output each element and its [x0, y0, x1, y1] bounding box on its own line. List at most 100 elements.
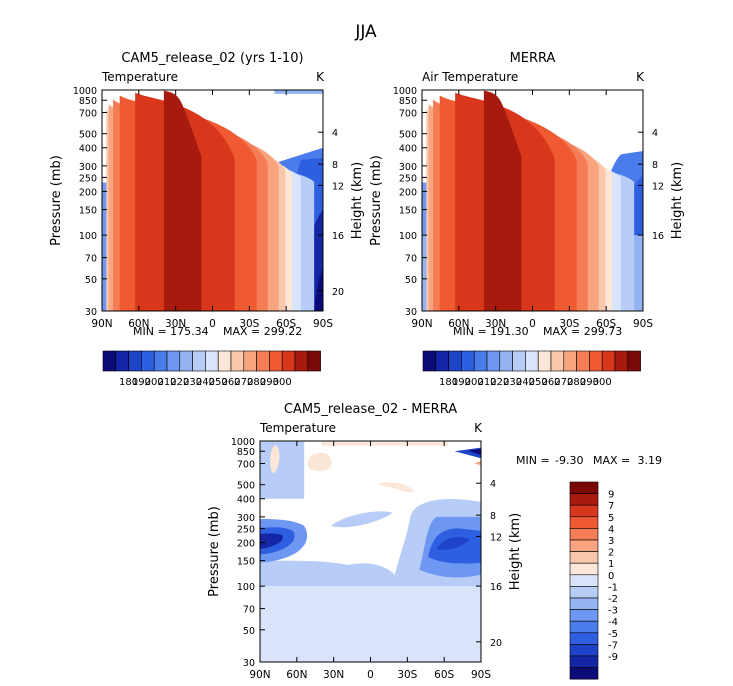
y2-tick-label: 8	[332, 160, 338, 171]
y-tick-label: 850	[399, 96, 417, 107]
colorbar-swatch	[563, 350, 577, 372]
colorbar-swatch	[512, 350, 526, 372]
x-tick-label: 90N	[411, 318, 432, 330]
y2-tick-label: 16	[332, 231, 344, 242]
y-tick-label: 30	[405, 307, 417, 318]
colorbar-label: 280	[567, 377, 586, 388]
colorbar-swatch	[115, 350, 129, 372]
diff-warm-3	[377, 482, 415, 493]
y-tick-label: 150	[237, 557, 255, 568]
x-tick-label: 30N	[485, 318, 506, 330]
diff-antarctic-3	[474, 460, 481, 466]
diff-sh-4	[436, 537, 470, 550]
y-tick-label: 1000	[73, 86, 97, 97]
colorbar-label: 300	[593, 377, 612, 388]
colorbar-label: 190	[452, 377, 471, 388]
y-tick-label: 1000	[393, 86, 417, 97]
colorbar-label: 5	[608, 513, 614, 524]
diff-warm-1	[270, 444, 280, 474]
panel-title: CAM5_release_02 (yrs 1-10)	[121, 51, 303, 66]
y-tick-label: 30	[85, 307, 97, 318]
colorbar-swatch	[569, 516, 599, 529]
y2-tick-label: 12	[652, 181, 664, 192]
polar-vortex-4	[314, 267, 323, 311]
colorbar-label: 250	[209, 377, 228, 388]
y-tick-label: 70	[243, 605, 255, 616]
panel-3: CAM5_release_02 - MERRA Temperature K 90N 60…	[207, 402, 523, 681]
colorbar-swatch	[569, 539, 599, 552]
colorbar-swatch	[576, 350, 590, 372]
colorbar-swatch	[435, 350, 449, 372]
colorbar-label: 3	[608, 536, 614, 547]
x-tick-label: 30S	[559, 318, 579, 330]
y2-tick-label: 16	[652, 231, 664, 242]
colorbar-swatch	[569, 620, 599, 634]
min-label: MIN = 175.34	[133, 325, 209, 338]
colorbar-label: 250	[529, 377, 548, 388]
colorbar-label: 210	[477, 377, 496, 388]
colorbar-swatch	[569, 597, 599, 610]
x-tick-label: 30N	[165, 318, 186, 330]
y-tick-label: 400	[237, 495, 255, 506]
x-tick-label: 30S	[239, 318, 259, 330]
colorbar-swatch	[486, 350, 501, 372]
y-tick-label: 250	[399, 173, 417, 184]
colorbar-swatch	[102, 350, 117, 372]
colorbar-swatch	[569, 644, 599, 657]
colorbar-label: 1	[608, 559, 614, 570]
x-tick-label: 0	[209, 318, 216, 330]
y-tick-label: 200	[399, 187, 417, 198]
colorbar-swatch	[230, 350, 245, 372]
colorbar-label: -4	[608, 617, 618, 628]
colorbar-label: -1	[608, 582, 618, 593]
colorbar-swatch	[422, 350, 437, 372]
colorbar-swatch	[166, 350, 181, 372]
y-tick-label: 200	[237, 538, 255, 549]
panel-units-label: K	[316, 70, 325, 84]
colorbar-label: 200	[465, 377, 484, 388]
panel-title: CAM5_release_02 - MERRA	[284, 402, 457, 417]
y-tick-label: 500	[399, 130, 417, 141]
x-tick-label: 60N	[448, 318, 469, 330]
diff-antarctic-2	[467, 449, 481, 456]
y-tick-label: 70	[85, 254, 97, 265]
y-tick-label: 500	[79, 130, 97, 141]
y2-tick-label: 20	[490, 638, 502, 649]
colorbar-swatch	[601, 350, 616, 372]
colorbar-swatch	[525, 350, 539, 372]
colorbar-label: 220	[490, 377, 509, 388]
colorbar-label: 260	[221, 377, 240, 388]
y-tick-label: 400	[79, 144, 97, 155]
x-tick-label: 60N	[286, 669, 307, 681]
y2-tick-label: 12	[490, 532, 502, 543]
y2-tick-label: 12	[332, 181, 344, 192]
x-tick-label: 60S	[596, 318, 616, 330]
x-tick-label: 0	[529, 318, 536, 330]
colorbar-label: 190	[132, 377, 151, 388]
colorbar-label: 7	[608, 501, 614, 512]
colorbar-swatch	[569, 667, 599, 680]
colorbar-label: 180	[119, 377, 138, 388]
colorbar-swatch	[179, 350, 193, 372]
colorbar-swatch	[281, 350, 296, 372]
colorbar-label: 290	[260, 377, 279, 388]
colorbar-swatch	[569, 504, 599, 518]
y2-tick-label: 4	[332, 128, 338, 139]
y-tick-label: 150	[399, 206, 417, 217]
colorbar-label: 230	[503, 377, 522, 388]
figure-title: JJA	[354, 22, 377, 42]
colorbar-swatch	[627, 350, 641, 372]
panel-field	[422, 90, 643, 311]
y-tick-label: 850	[79, 96, 97, 107]
diff-base	[260, 586, 481, 662]
diff-warm-4	[321, 441, 448, 446]
y-tick-label: 250	[79, 173, 97, 184]
antarctic-surface	[274, 90, 323, 94]
colorbar-label: 230	[183, 377, 202, 388]
colorbar-label: -3	[608, 606, 618, 617]
y-tick-label: 100	[237, 582, 255, 593]
colorbar-swatch	[589, 350, 603, 372]
y-tick-label: 200	[79, 187, 97, 198]
panel-2: MERRA Air Temperature K 90N 60N 30N 0 30S 60S 90S…	[369, 51, 685, 330]
